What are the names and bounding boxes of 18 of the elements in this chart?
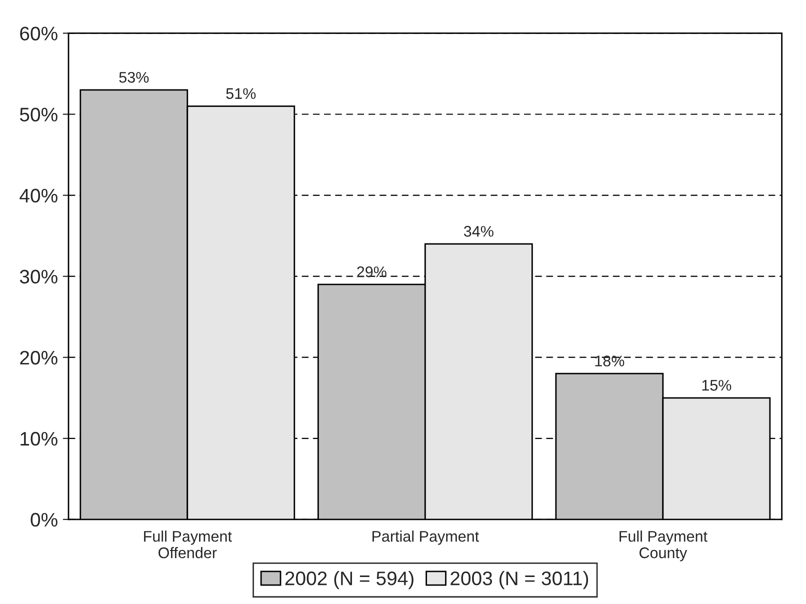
x-tick-label: Full Payment Offender	[144, 530, 232, 558]
data-label: 34%	[464, 226, 494, 237]
y-tick-label: 0%	[30, 512, 58, 527]
legend-label: 2003 (N = 3011)	[450, 570, 588, 590]
legend-label: 2002 (N = 594)	[285, 570, 414, 590]
data-label: 18%	[595, 356, 624, 366]
y-tick-label: 30%	[20, 270, 58, 284]
y-tick-label: 60%	[20, 26, 58, 40]
y-tick-label: 20%	[20, 350, 58, 365]
x-tick-label: Full Payment County	[620, 530, 708, 562]
data-label: 51%	[226, 88, 256, 99]
x-tick-label: Partial Payment	[372, 530, 479, 545]
data-label: 29%	[357, 266, 386, 278]
y-tick-label: 50%	[20, 108, 58, 122]
data-label: 15%	[702, 380, 732, 391]
data-label: 53%	[119, 72, 149, 83]
y-tick-label: 40%	[20, 188, 58, 203]
y-tick-label: 10%	[20, 432, 58, 446]
